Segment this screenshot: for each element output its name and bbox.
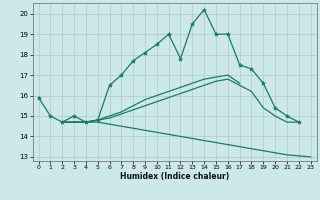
X-axis label: Humidex (Indice chaleur): Humidex (Indice chaleur) — [120, 172, 229, 181]
